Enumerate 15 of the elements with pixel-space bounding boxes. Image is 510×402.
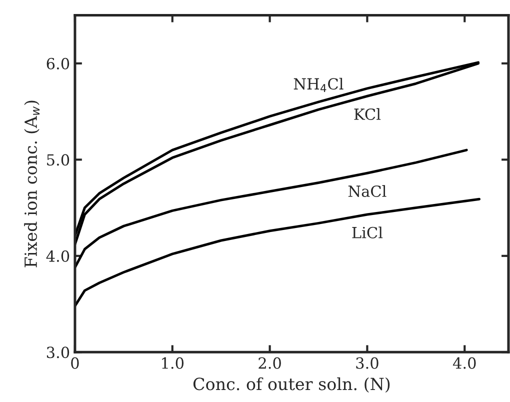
y-tick-label: 6.0 (46, 58, 70, 70)
y-tick-label: 3.0 (46, 346, 70, 358)
x-tick-label: 2.0 (258, 357, 281, 369)
y-tick-label: 5.0 (47, 154, 70, 166)
series-label: NaCl (348, 185, 386, 198)
x-tick-label: 1.0 (162, 357, 184, 369)
y-axis-title: Fixed ion conc. (A$_{w}$) (24, 100, 40, 268)
series-label: NH$_{4}$Cl (294, 78, 344, 92)
x-tick-label: 4.0 (452, 357, 476, 369)
series-label: KCl (354, 108, 381, 120)
x-axis-title: Conc. of outer soln. (N) (193, 377, 390, 393)
x-tick-label: 0 (71, 357, 79, 369)
x-tick-label: 3.0 (356, 357, 378, 369)
y-tick-label: 4.0 (46, 250, 70, 262)
series-label: LiCl (352, 226, 383, 238)
